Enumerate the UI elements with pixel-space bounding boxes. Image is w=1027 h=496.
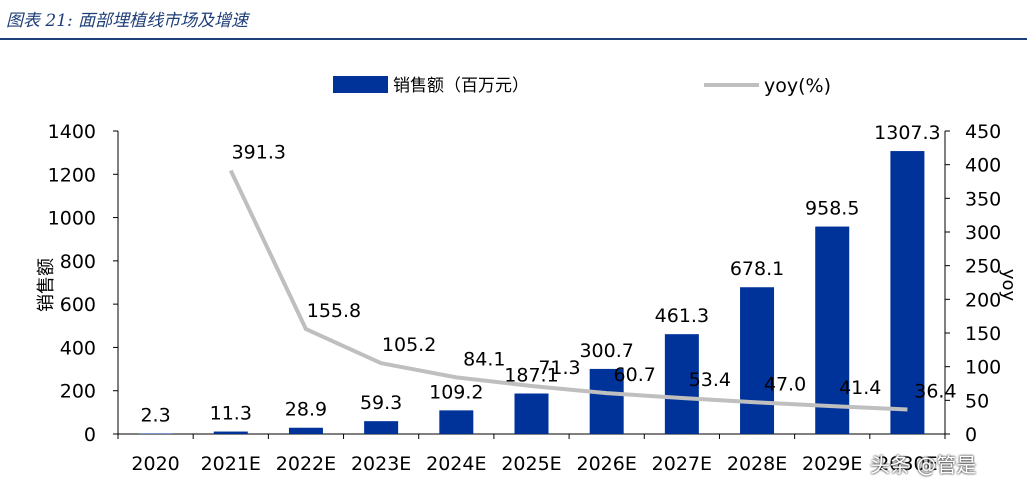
y-tick-label: 400 (60, 337, 96, 359)
bar (890, 151, 925, 434)
yoy-value-label: 71.3 (538, 357, 580, 379)
bar (740, 287, 775, 434)
y-tick-label: 800 (60, 251, 96, 273)
y2-tick-label: 200 (965, 289, 1001, 311)
y-tick-label: 600 (60, 294, 96, 316)
header-divider (0, 38, 1027, 40)
yoy-value-label: 41.4 (839, 377, 881, 399)
data-labels: 2.3 11.3 28.9 59.3 109.2 187.1 300.7 461.3 678.1… (140, 122, 956, 426)
bar-value-label: 461.3 (655, 305, 709, 327)
x-tick-label: 2022E (276, 453, 336, 475)
bar-series (138, 151, 925, 435)
bar (439, 410, 474, 434)
x-tick-label: 2028E (727, 453, 787, 475)
watermark: 头条 @管是 (870, 453, 977, 477)
bar-value-label: 300.7 (579, 340, 633, 362)
bar-value-label: 59.3 (360, 392, 402, 414)
bar (514, 393, 549, 434)
bar (589, 368, 624, 434)
y2-tick-label: 450 (965, 121, 1001, 143)
x-tick-label: 2020 (131, 453, 179, 475)
y-tick-label: 0 (84, 424, 96, 446)
bar (364, 421, 399, 434)
bar-value-label: 109.2 (429, 381, 483, 403)
bar-value-label: 28.9 (285, 399, 327, 421)
bar-value-label: 1307.3 (874, 122, 940, 144)
bar (288, 427, 323, 434)
x-tick-label: 2025E (501, 453, 561, 475)
x-tick-label: 2027E (652, 453, 712, 475)
y2-tick-label: 300 (965, 222, 1001, 244)
y-tick-label: 1400 (48, 121, 96, 143)
yoy-value-label: 155.8 (307, 300, 361, 322)
y2-axis-title: yoy (998, 269, 1019, 302)
x-tick-label: 2024E (426, 453, 486, 475)
bar (664, 334, 699, 434)
y2-tick-label: 0 (965, 424, 977, 446)
y-axis-title: 销售额 (36, 258, 57, 312)
bar (138, 433, 173, 435)
yoy-value-label: 53.4 (689, 369, 731, 391)
legend-line-label: yoy(%) (764, 75, 831, 97)
bar-value-label: 11.3 (210, 403, 252, 425)
x-tick-label: 2023E (351, 453, 411, 475)
bar-value-label: 2.3 (140, 405, 170, 427)
yoy-value-label: 84.1 (463, 348, 505, 370)
chart-header: 图表 21: 面部埋植线市场及增速 (0, 0, 1027, 40)
y-tick-label: 1000 (48, 208, 96, 230)
chart-caption: 图表 21: 面部埋植线市场及增速 (6, 11, 249, 31)
bar-value-label: 678.1 (730, 258, 784, 280)
y-tick-label: 1200 (48, 164, 96, 186)
y2-tick-label: 100 (965, 357, 1001, 379)
x-tick-label: 2026E (577, 453, 637, 475)
x-tick-label: 2021E (201, 453, 261, 475)
line-series (228, 169, 908, 412)
bar (815, 226, 850, 434)
legend-bar-label: 销售额（百万元） (393, 76, 529, 96)
bar-value-label: 958.5 (805, 198, 859, 220)
x-tick-label: 2029E (802, 453, 862, 475)
yoy-value-label: 391.3 (232, 142, 286, 164)
y2-tick-label: 400 (965, 155, 1001, 177)
y2-tick-label: 350 (965, 188, 1001, 210)
y2-tick-label: 150 (965, 323, 1001, 345)
x-tick-label: 2030E (877, 453, 937, 475)
y2-tick-label: 50 (965, 390, 989, 412)
yoy-line (228, 169, 908, 412)
y-tick-label: 200 (60, 381, 96, 403)
bar (213, 431, 248, 434)
yoy-value-label: 36.4 (914, 380, 956, 402)
chart-axes: 0 200 400 600 800 1000 1200 1400 0 50 100 150 200 250… (36, 121, 1019, 475)
legend-bar-swatch (333, 76, 388, 93)
y2-tick-label: 250 (965, 256, 1001, 278)
yoy-value-label: 105.2 (382, 334, 436, 356)
yoy-value-label: 47.0 (764, 373, 806, 395)
legend: 销售额（百万元） yoy(%) (333, 75, 831, 97)
bar-value-label: 187.1 (504, 365, 558, 387)
yoy-value-label: 60.7 (614, 364, 656, 386)
